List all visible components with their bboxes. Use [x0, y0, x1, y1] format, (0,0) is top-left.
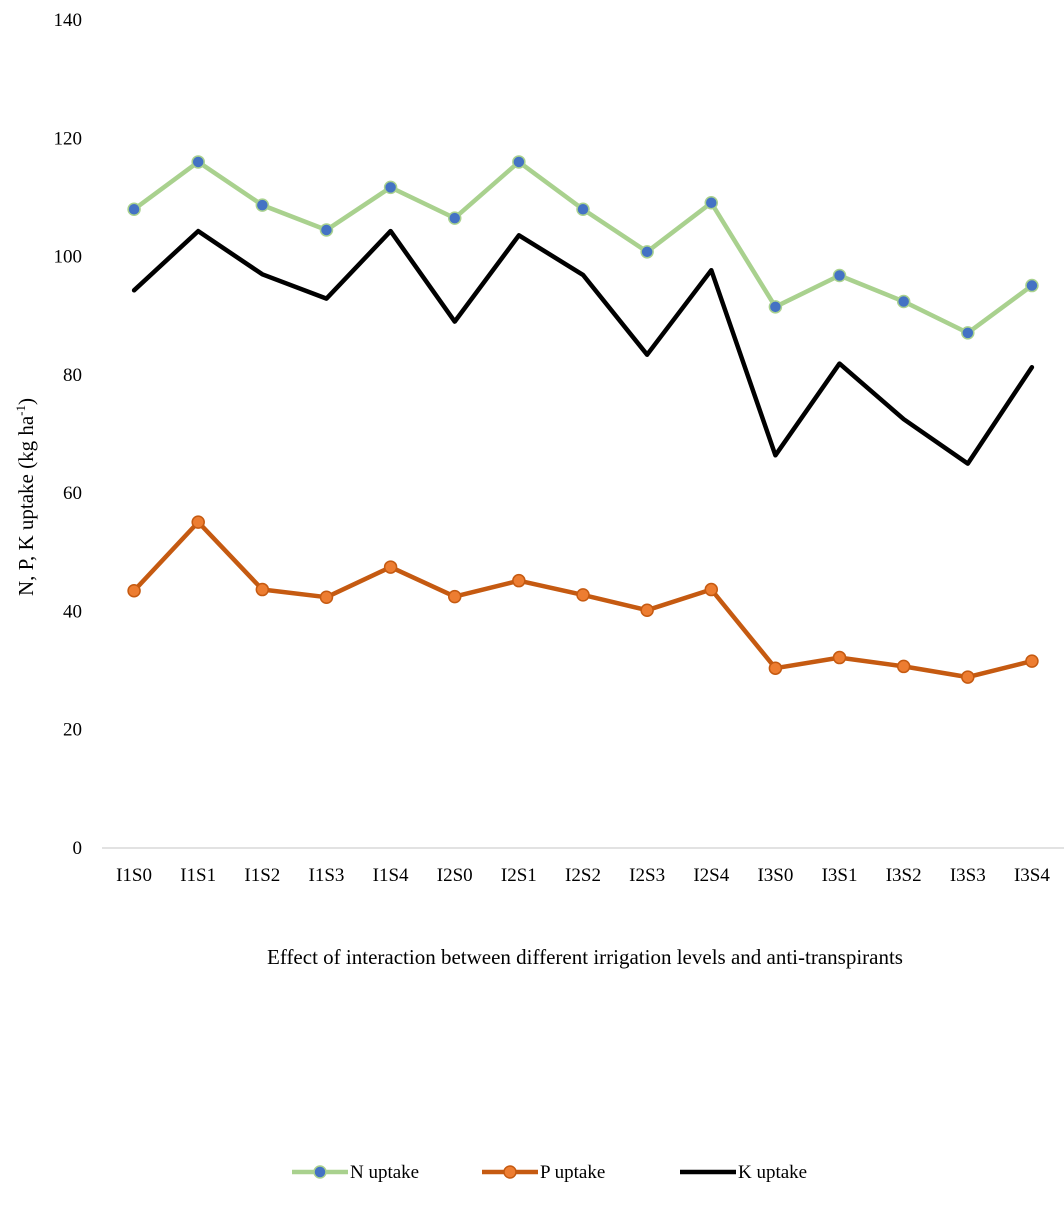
data-point-n — [191, 155, 205, 169]
x-tick-label: I1S3 — [309, 865, 345, 886]
y-tick-label: 0 — [73, 838, 83, 859]
data-point-n — [832, 268, 847, 283]
x-tick-label: I1S1 — [180, 865, 216, 886]
data-point-p — [512, 573, 526, 588]
series-n — [127, 155, 1039, 340]
x-tick-label: I2S1 — [501, 865, 537, 886]
data-point-p — [768, 661, 783, 675]
y-axis-title-end: ) — [14, 398, 38, 405]
series-line-k — [131, 228, 1035, 466]
legend-label: P uptake — [540, 1162, 605, 1183]
x-tick-label: I2S0 — [437, 865, 473, 886]
y-axis-title: N, P, K uptake (kg ha-1) — [13, 398, 38, 596]
legend-label: K uptake — [738, 1162, 807, 1183]
x-tick-label: I2S4 — [693, 865, 729, 886]
legend: N uptake P uptake K uptake — [292, 1162, 807, 1183]
x-axis-tick-labels: I1S0 I1S1 I1S2 I1S3 I1S4 I2S0 I2S1 I2S2 I2S3 I2S4… — [116, 865, 1050, 886]
data-point-p — [704, 582, 719, 597]
data-point-p — [961, 670, 975, 684]
x-tick-label: I3S1 — [822, 865, 858, 886]
y-tick-label: 60 — [63, 483, 82, 504]
legend-item-k: K uptake — [680, 1162, 807, 1183]
data-point-n — [255, 198, 270, 212]
legend-swatch-marker — [503, 1165, 517, 1179]
data-point-n — [319, 223, 334, 237]
series-p — [127, 515, 1039, 684]
y-axis-title-main: N, P, K uptake (kg ha — [14, 415, 38, 596]
x-axis-title: Effect of interaction between different … — [267, 945, 903, 969]
data-point-p — [640, 603, 654, 617]
data-point-p — [1025, 654, 1039, 668]
data-point-n — [640, 245, 654, 259]
data-point-p — [127, 583, 141, 598]
data-point-p — [319, 590, 334, 604]
data-point-p — [255, 582, 270, 597]
data-point-n — [512, 155, 526, 169]
x-tick-label: I3S0 — [757, 865, 793, 886]
series-k — [131, 228, 1035, 466]
y-axis-title-superscript: -1 — [13, 405, 28, 416]
legend-label: N uptake — [350, 1162, 419, 1183]
y-tick-label: 100 — [54, 247, 83, 268]
data-point-n — [127, 202, 141, 217]
data-point-n — [768, 300, 783, 314]
data-point-n — [383, 180, 398, 195]
series-line-n — [131, 159, 1035, 336]
y-tick-label: 120 — [54, 128, 83, 149]
y-tick-label: 20 — [63, 720, 82, 741]
data-point-p — [832, 650, 847, 665]
legend-item-n: N uptake — [292, 1162, 419, 1183]
x-tick-label: I2S3 — [629, 865, 665, 886]
data-point-p — [383, 560, 398, 574]
legend-item-p: P uptake — [482, 1162, 605, 1183]
x-tick-label: I3S4 — [1014, 865, 1050, 886]
legend-swatch-marker — [313, 1165, 327, 1179]
data-point-p — [896, 659, 911, 674]
y-axis-tick-labels: 0 20 40 60 80 100 120 140 — [54, 10, 83, 859]
series-layer — [127, 155, 1039, 684]
data-point-n — [447, 211, 462, 225]
data-point-n — [896, 294, 911, 309]
y-tick-label: 40 — [63, 601, 82, 622]
data-point-n — [576, 202, 590, 217]
x-tick-label: I1S0 — [116, 865, 152, 886]
data-point-n — [1025, 278, 1039, 293]
data-point-n — [961, 326, 975, 340]
y-tick-label: 140 — [54, 10, 83, 31]
x-tick-label: I1S2 — [244, 865, 280, 886]
data-point-p — [191, 515, 205, 529]
x-tick-label: I1S4 — [373, 865, 409, 886]
x-tick-label: I3S2 — [886, 865, 922, 886]
y-tick-label: 80 — [63, 365, 82, 386]
x-tick-label: I2S2 — [565, 865, 601, 886]
data-point-p — [576, 588, 590, 602]
data-point-p — [447, 589, 462, 604]
x-tick-label: I3S3 — [950, 865, 986, 886]
data-point-n — [704, 196, 719, 210]
